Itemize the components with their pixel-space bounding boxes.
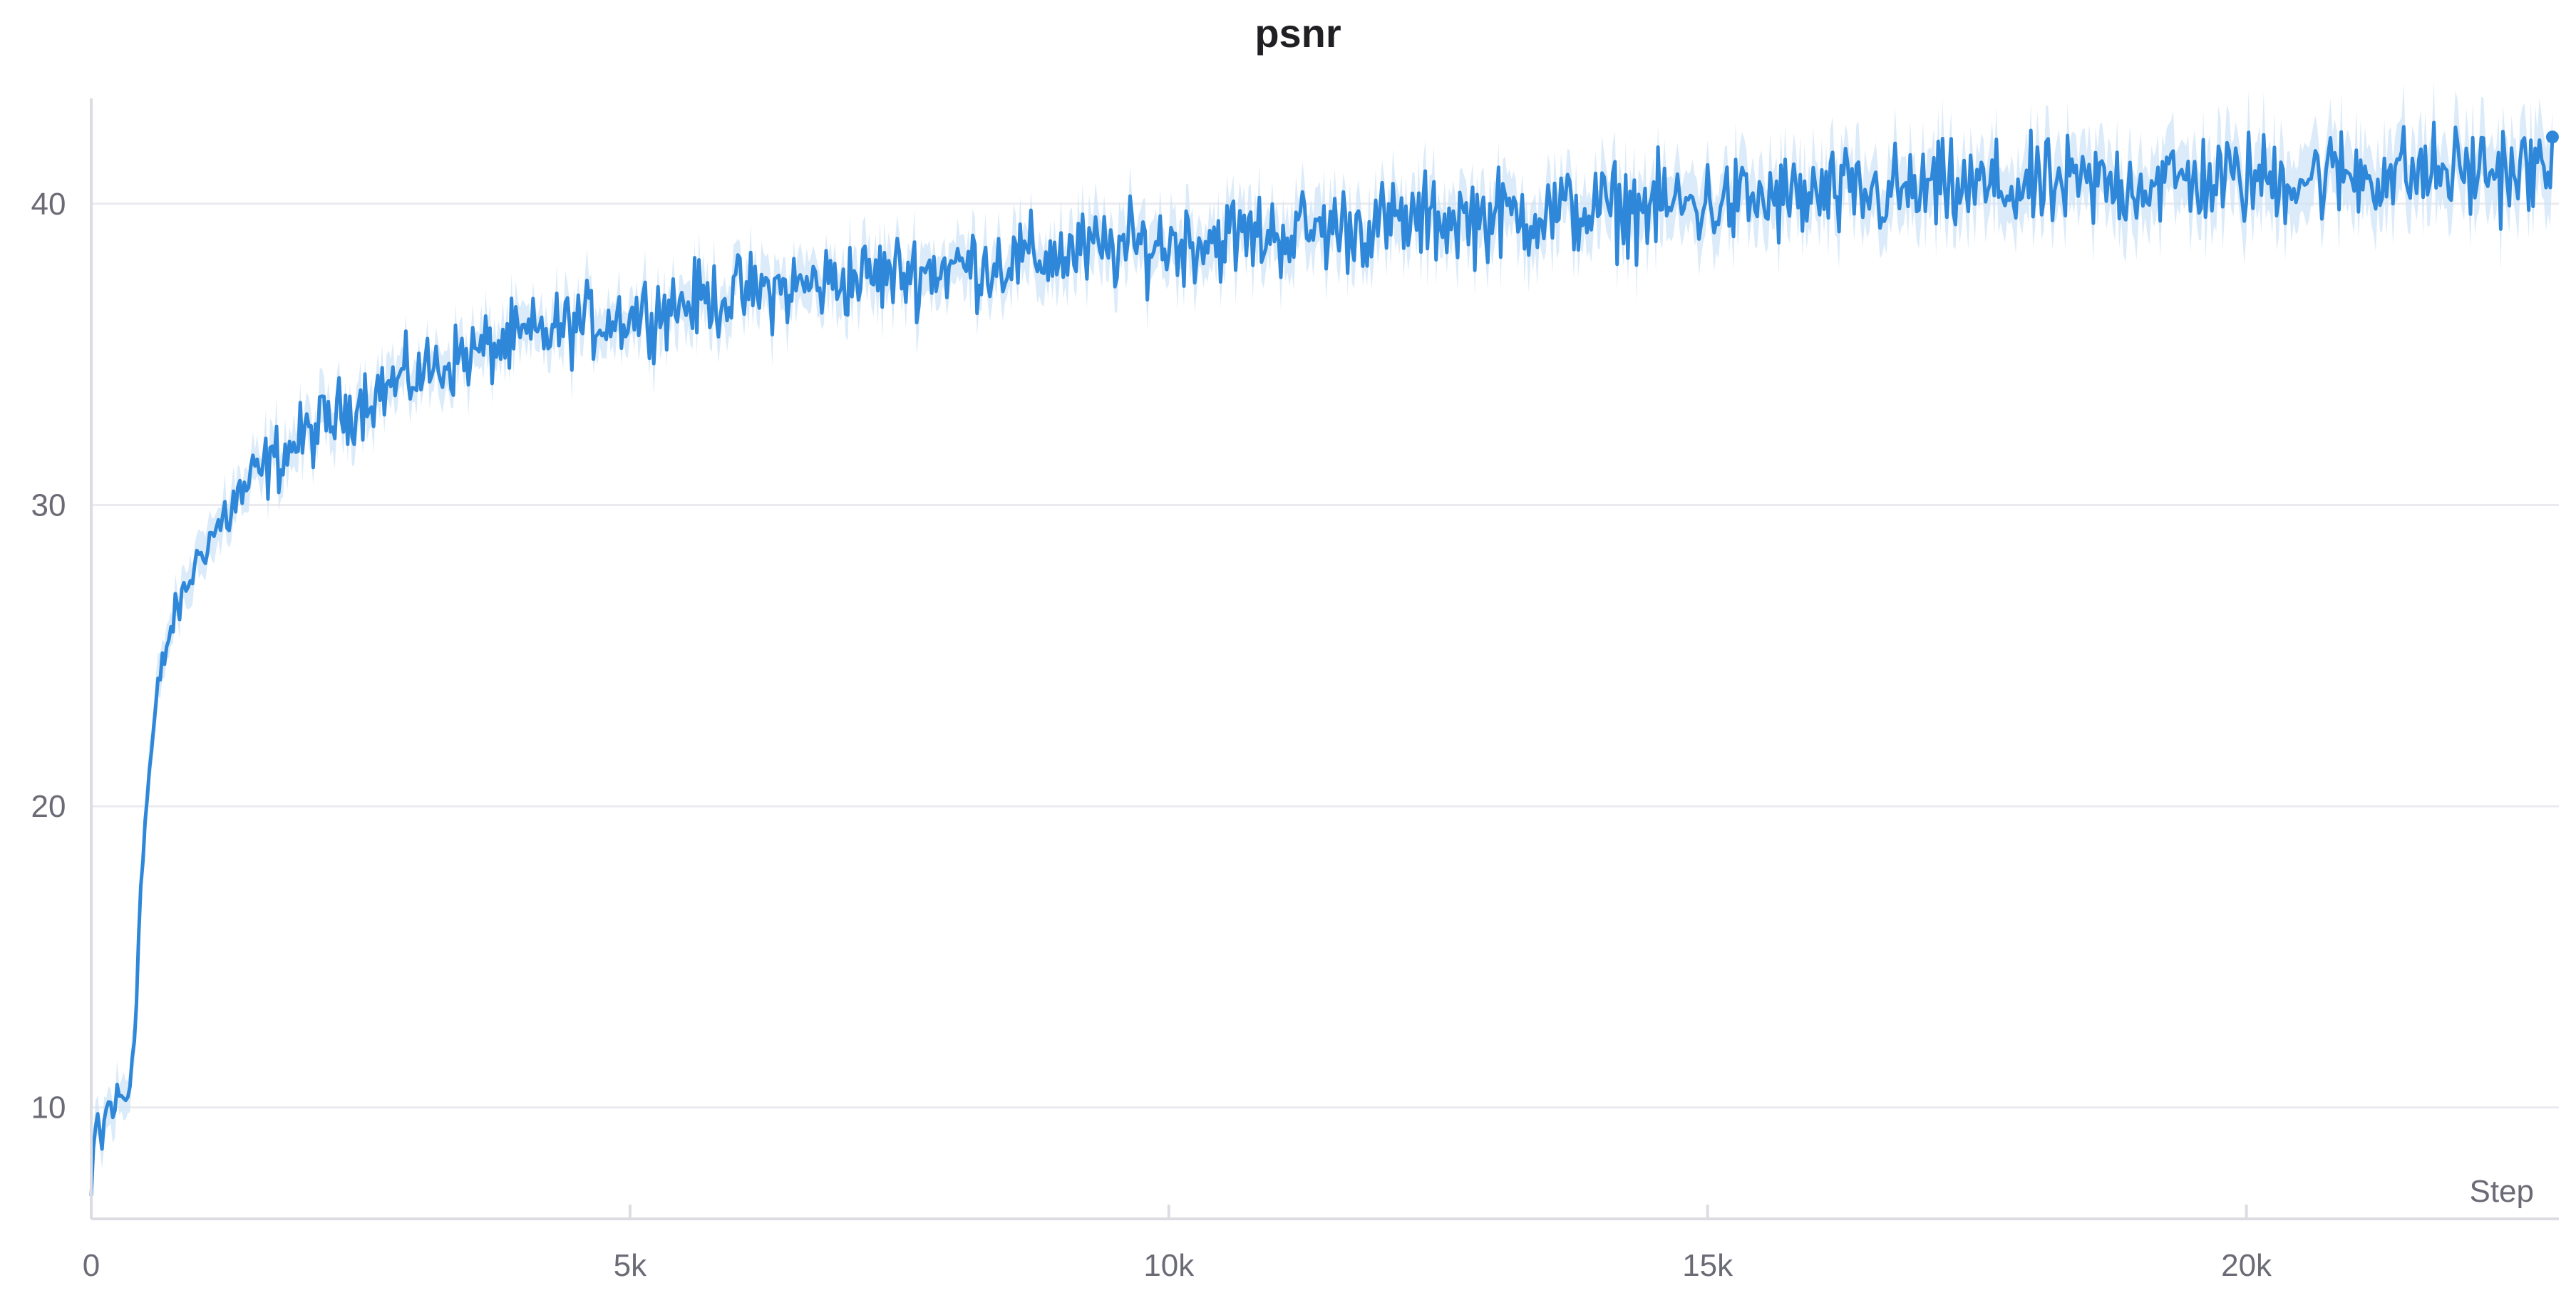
x-tick-label: 20k — [2221, 1248, 2272, 1283]
confidence-band — [91, 81, 2552, 1223]
x-axis-label: Step — [2469, 1174, 2534, 1209]
last-point-marker — [2545, 130, 2559, 144]
x-tick-label: 10k — [1143, 1248, 1195, 1283]
y-axis-ticks: 10 20 30 40 — [31, 187, 66, 1125]
chart-title: psnr — [1254, 11, 1341, 56]
x-axis-ticks: 0 5k 10k 15k 20k — [83, 1205, 2272, 1283]
y-tick-label: 20 — [31, 789, 66, 824]
x-tick-label: 0 — [83, 1248, 100, 1283]
axes — [90, 98, 2559, 1220]
y-tick-label: 30 — [31, 488, 66, 522]
y-tick-label: 40 — [31, 187, 66, 222]
x-tick-label: 15k — [1682, 1248, 1733, 1283]
y-tick-label: 10 — [31, 1091, 66, 1125]
confidence-band-area — [91, 81, 2552, 1223]
x-tick-label: 5k — [614, 1248, 647, 1283]
series-line — [89, 120, 2559, 1196]
psnr-line — [89, 120, 2555, 1196]
